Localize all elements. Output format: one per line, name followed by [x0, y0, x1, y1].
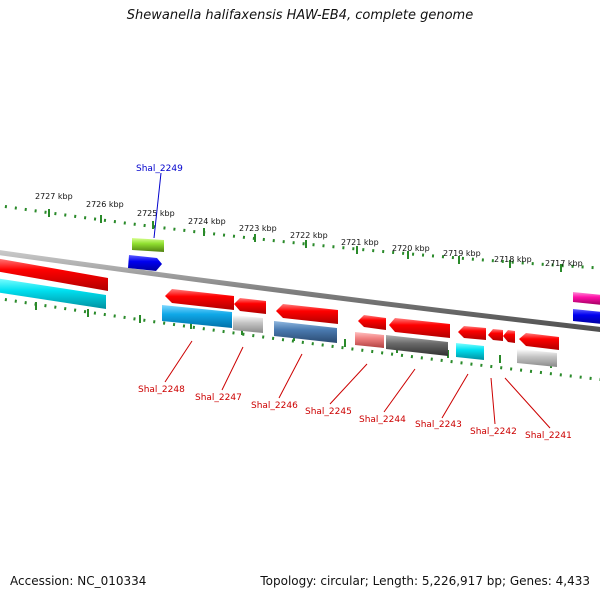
ruler-label: 2725 kbp — [137, 209, 175, 218]
gene-shal-2246[interactable] — [276, 304, 338, 324]
gene-shal-2244[interactable] — [389, 318, 450, 338]
gene-left-edge-cyan[interactable] — [0, 278, 106, 309]
gene-shal-2242-a[interactable] — [488, 329, 503, 341]
gene-shal-2245[interactable] — [358, 315, 386, 330]
gene-label-shal-2247[interactable]: Shal_2247 — [195, 393, 242, 403]
ruler-label: 2720 kbp — [392, 244, 430, 253]
gene-shal-2245-box[interactable] — [355, 332, 384, 348]
gene-right-edge-magenta[interactable] — [573, 292, 600, 305]
ruler-label: 2718 kbp — [494, 255, 532, 264]
ruler-label: 2723 kbp — [239, 224, 277, 233]
gene-shal-2248[interactable] — [165, 289, 234, 310]
accession-text: Accession: NC_010334 — [10, 574, 147, 588]
gene-label-shal-2242[interactable]: Shal_2242 — [470, 427, 517, 437]
gene-shal-2249-lower[interactable] — [128, 255, 162, 271]
ruler-label: 2722 kbp — [290, 231, 328, 240]
gene-label-shal-2249[interactable]: Shal_2249 — [136, 164, 183, 174]
ruler-label: 2719 kbp — [443, 249, 481, 258]
gene-shal-2247-box[interactable] — [233, 315, 263, 333]
gene-shal-2241[interactable] — [519, 333, 559, 350]
gene-label-shal-2244[interactable]: Shal_2244 — [359, 415, 406, 425]
gene-shal-2248-box[interactable] — [162, 305, 232, 328]
gene-shal-2241-box[interactable] — [517, 349, 557, 367]
gene-shal-2242-b[interactable] — [503, 330, 515, 343]
gene-shal-2246-box[interactable] — [274, 321, 337, 343]
ruler-label: 2721 kbp — [341, 238, 379, 247]
gene-shal-2243-box[interactable] — [456, 343, 484, 360]
gene-label-shal-2246[interactable]: Shal_2246 — [251, 401, 298, 411]
gene-shal-2249-upper[interactable] — [132, 238, 164, 252]
lower-callouts — [164, 340, 551, 429]
gene-label-shal-2245[interactable]: Shal_2245 — [305, 407, 352, 417]
gene-shal-2247[interactable] — [234, 298, 266, 314]
topology-text: Topology: circular; Length: 5,226,917 bp… — [260, 574, 590, 588]
ruler-labels: 2727 kbp 2726 kbp 2725 kbp 2724 kbp 2723… — [35, 192, 583, 268]
upper-callouts — [153, 172, 162, 239]
gene-shal-2244-box[interactable] — [386, 335, 448, 356]
ruler-label: 2726 kbp — [86, 200, 124, 209]
page-title: Shewanella halifaxensis HAW-EB4, complet… — [126, 8, 474, 23]
genome-backbone — [0, 250, 600, 332]
gene-label-shal-2243[interactable]: Shal_2243 — [415, 420, 462, 430]
gene-shal-2243[interactable] — [458, 326, 486, 340]
gene-right-edge-blue[interactable] — [573, 309, 600, 324]
gene-left-edge-red[interactable] — [0, 258, 108, 291]
gene-label-shal-2248[interactable]: Shal_2248 — [138, 385, 185, 395]
ruler-label: 2727 kbp — [35, 192, 73, 201]
ruler-label: 2717 kbp — [545, 259, 583, 268]
ruler-label: 2724 kbp — [188, 217, 226, 226]
gene-label-shal-2241[interactable]: Shal_2241 — [525, 431, 572, 441]
ruler-major-ticks — [48, 209, 562, 272]
